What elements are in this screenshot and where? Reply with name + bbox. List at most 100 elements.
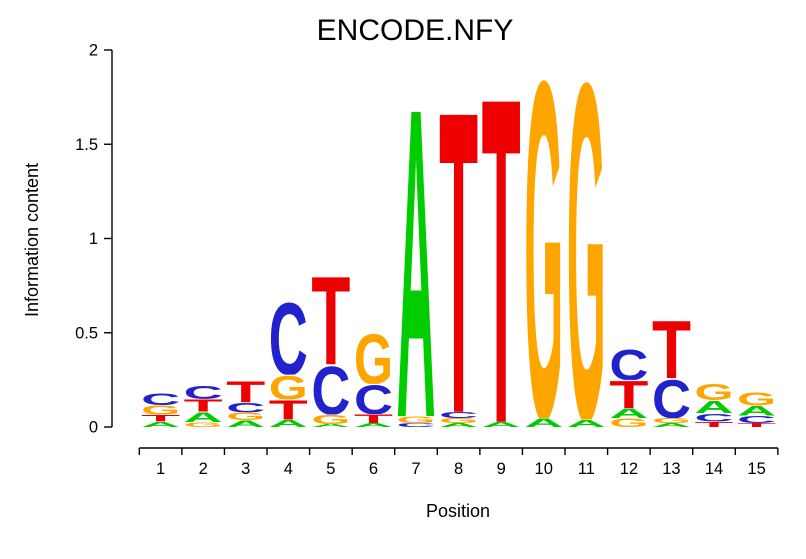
logo-letter-box: C (184, 385, 223, 399)
logo-letter-A: A (609, 406, 648, 421)
logo-letter-G: G (695, 379, 734, 405)
logo-letter-A: A (311, 423, 350, 428)
logo-letter-box: A (439, 422, 478, 428)
x-axis: 1 2 3 4 5 6 7 8 9 10 11 12 13 14 15 (138, 447, 779, 478)
logo-letter-G: G (737, 390, 776, 410)
logo-letter-T: T (439, 23, 478, 504)
logo-letter-box: G (609, 416, 648, 430)
x-tick-label: 7 (411, 460, 420, 478)
logo-letter-box: T (141, 413, 180, 423)
logo-letter-G: G (226, 411, 265, 423)
logo-letter-C: C (695, 412, 734, 424)
logo-letter-T: T (226, 376, 266, 409)
logo-letter-G: G (567, 0, 606, 522)
x-tick-label: 13 (662, 460, 680, 478)
logo-letter-box: A (482, 421, 521, 429)
logo-letter-G: G (311, 413, 350, 427)
logo-letter-box: T (184, 396, 223, 415)
logo-letter-box: T (311, 272, 350, 364)
x-tick-label: 4 (284, 460, 293, 478)
logo-letter-G: G (141, 403, 180, 417)
logo-letter-C: C (397, 423, 436, 429)
logo-letter-box: G (439, 417, 478, 425)
logo-letter-box: T (737, 422, 776, 428)
y-tick-label: 0 (89, 419, 98, 437)
y-tick-label: 0.5 (75, 324, 98, 342)
logo-letter-A: A (439, 422, 478, 428)
logo-letter-box: C (354, 378, 393, 424)
logo-letter-box: G (567, 0, 606, 522)
logo-letter-T: T (184, 396, 223, 415)
logo-letter-A: A (567, 418, 606, 430)
logo-letter-box: A (567, 418, 606, 430)
logo-letter-C: C (652, 369, 691, 430)
x-tick-label: 10 (535, 460, 553, 478)
logo-letter-box: G (695, 379, 734, 405)
logo-letter-C: C (226, 400, 265, 415)
logo-letter-box: A (354, 422, 393, 428)
logo-letter-box: A (695, 398, 734, 418)
logo-letter-box: T (609, 373, 648, 416)
logo-letter-box: G (354, 332, 393, 384)
logo-column-11: AG (567, 0, 606, 522)
logo-letter-T: T (141, 413, 180, 423)
logo-letter-G: G (397, 415, 436, 426)
logo-letter-box: G (524, 0, 563, 521)
logo-column-7: CGA (397, 93, 436, 429)
logo-letter-box: A (609, 406, 648, 421)
logo-letter-A: A (524, 416, 563, 430)
x-tick-label: 1 (156, 460, 165, 478)
logo-letter-C: C (439, 411, 478, 420)
logo-letter-G: G (439, 417, 478, 425)
logo-letter-box: G (141, 403, 180, 417)
logo-letter-box: A (184, 412, 223, 422)
logo-letter-A: A (482, 421, 521, 429)
logo-letter-box: A (141, 420, 180, 429)
logo-letter-box: A (311, 423, 350, 428)
logo-letter-G: G (609, 416, 648, 430)
logo-letter-box: C (609, 348, 648, 380)
logo-letter-box: A (397, 93, 436, 416)
logo-letter-box: C (439, 411, 478, 420)
logo-letter-T: T (354, 412, 394, 426)
x-tick-label: 15 (747, 460, 765, 478)
logo-column-9: AT (482, 2, 521, 522)
logo-letter-C: C (737, 414, 776, 425)
logo-letter-A: A (141, 420, 180, 429)
x-axis-title: Position (426, 501, 490, 521)
x-tick-label: 11 (578, 460, 595, 478)
y-axis: 0 0.5 1 1.5 2 (75, 42, 113, 437)
logo-letter-box: A (226, 419, 265, 429)
logo-letter-A: A (226, 419, 265, 429)
logo-letter-box: G (269, 375, 308, 400)
logo-letter-T: T (482, 2, 521, 522)
logo-letter-T: T (737, 422, 776, 428)
logo-letter-box: C (226, 400, 265, 415)
logo-letter-box: G (311, 413, 350, 427)
logo-letter-box: T (226, 376, 266, 409)
logo-letter-box: T (269, 399, 308, 419)
logo-letter-box: A (524, 416, 563, 430)
logo-letter-box: T (439, 23, 478, 504)
x-tick-label: 12 (620, 460, 638, 478)
logo-letter-C: C (311, 353, 350, 430)
logo-letter-box: T (482, 2, 521, 522)
logo-letter-box: C (141, 390, 180, 409)
x-tick-label: 14 (705, 460, 723, 478)
logo-letter-G: G (652, 417, 691, 425)
logo-letter-T: T (609, 373, 648, 416)
logo-letter-A: A (695, 398, 734, 418)
logo-letter-A: A (354, 422, 393, 428)
logo-letter-box: C (397, 423, 436, 429)
logo-letter-box: A (737, 406, 776, 416)
logo-letter-G: G (524, 0, 563, 521)
logo-letter-C: C (141, 390, 180, 409)
logo-letter-A: A (269, 418, 308, 430)
logo-letter-C: C (354, 378, 393, 424)
